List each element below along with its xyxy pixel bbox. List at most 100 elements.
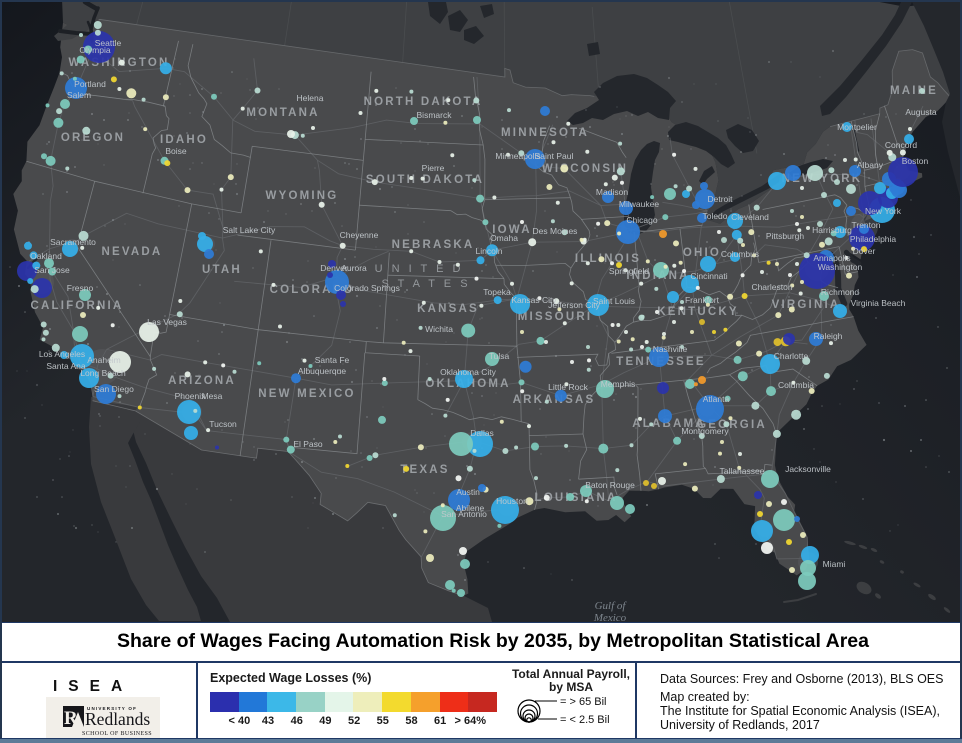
- svg-text:Virginia Beach: Virginia Beach: [851, 298, 906, 308]
- svg-text:NORTH DAKOTA: NORTH DAKOTA: [364, 96, 483, 108]
- svg-text:Augusta: Augusta: [905, 107, 936, 117]
- svg-text:CALIFORNIA: CALIFORNIA: [31, 300, 124, 312]
- svg-text:El Paso: El Paso: [293, 439, 323, 449]
- svg-text:= > 65 Bil: = > 65 Bil: [560, 696, 606, 708]
- svg-text:Charleston: Charleston: [751, 282, 792, 292]
- svg-text:Toledo: Toledo: [702, 211, 727, 221]
- svg-text:Topeka: Topeka: [483, 287, 511, 297]
- svg-text:Raleigh: Raleigh: [814, 331, 843, 341]
- svg-text:Madison: Madison: [596, 187, 628, 197]
- svg-text:VIRGINIA: VIRGINIA: [772, 299, 841, 311]
- svg-text:MINNESOTA: MINNESOTA: [501, 127, 589, 139]
- svg-text:MISSOURI: MISSOURI: [518, 311, 592, 323]
- svg-text:KENTUCKY: KENTUCKY: [657, 306, 739, 318]
- svg-text:Springfield: Springfield: [609, 266, 649, 276]
- svg-text:Olympia: Olympia: [79, 45, 110, 55]
- svg-text:Columbus: Columbus: [721, 249, 759, 259]
- svg-text:WISCONSIN: WISCONSIN: [542, 163, 628, 175]
- svg-text:Oakland: Oakland: [30, 251, 62, 261]
- svg-text:LOUISIANA: LOUISIANA: [534, 492, 617, 504]
- svg-text:Las Vegas: Las Vegas: [147, 317, 187, 327]
- svg-text:Salem: Salem: [67, 90, 91, 100]
- svg-text:Saint Louis: Saint Louis: [593, 296, 635, 306]
- svg-text:MAINE: MAINE: [890, 85, 938, 97]
- svg-text:NEW MEXICO: NEW MEXICO: [258, 388, 355, 400]
- svg-text:Phoenix: Phoenix: [175, 391, 206, 401]
- svg-text:Pittsburgh: Pittsburgh: [766, 231, 805, 241]
- svg-text:Philadelphia: Philadelphia: [850, 234, 897, 244]
- svg-text:Portland: Portland: [74, 79, 106, 89]
- svg-text:San Antonio: San Antonio: [441, 509, 487, 519]
- svg-text:Nashville: Nashville: [653, 344, 688, 354]
- svg-text:UTAH: UTAH: [202, 264, 242, 276]
- svg-text:Jacksonville: Jacksonville: [785, 464, 831, 474]
- svg-text:IDAHO: IDAHO: [160, 134, 208, 146]
- svg-text:Long Beach: Long Beach: [80, 368, 126, 378]
- svg-text:Sacramento: Sacramento: [50, 237, 96, 247]
- svg-text:Trenton: Trenton: [852, 220, 881, 230]
- svg-text:OHIO: OHIO: [683, 247, 721, 259]
- svg-text:SCHOOL OF BUSINESS: SCHOOL OF BUSINESS: [82, 731, 152, 737]
- svg-text:Abilene: Abilene: [456, 503, 485, 513]
- svg-text:Chicago: Chicago: [626, 215, 657, 225]
- svg-text:Mesa: Mesa: [202, 391, 223, 401]
- svg-text:San Jose: San Jose: [34, 265, 70, 275]
- svg-text:TEXAS: TEXAS: [400, 464, 449, 476]
- svg-text:Milwaukee: Milwaukee: [619, 199, 659, 209]
- svg-text:Salt Lake City: Salt Lake City: [223, 225, 276, 235]
- svg-text:Washington: Washington: [818, 262, 863, 272]
- svg-text:Bismarck: Bismarck: [417, 110, 453, 120]
- svg-text:New York: New York: [865, 206, 902, 216]
- svg-text:Cheyenne: Cheyenne: [340, 230, 379, 240]
- svg-text:Annapolis: Annapolis: [813, 253, 850, 263]
- svg-text:UNIVERSITY OF: UNIVERSITY OF: [87, 706, 137, 711]
- svg-text:NEBRASKA: NEBRASKA: [392, 239, 475, 251]
- svg-text:Austin: Austin: [456, 487, 480, 497]
- svg-text:Montpelier: Montpelier: [837, 122, 877, 132]
- svg-text:Colorado Springs: Colorado Springs: [334, 283, 400, 293]
- svg-text:Concord: Concord: [885, 140, 917, 150]
- svg-text:Little Rock: Little Rock: [548, 382, 588, 392]
- svg-text:Baton Rouge: Baton Rouge: [585, 480, 635, 490]
- svg-text:Gulf of: Gulf of: [595, 600, 628, 612]
- svg-text:Lincoln: Lincoln: [476, 246, 503, 256]
- svg-text:Mexico: Mexico: [593, 612, 627, 622]
- svg-text:= < 2.5 Bil: = < 2.5 Bil: [560, 714, 610, 726]
- svg-text:ARKANSAS: ARKANSAS: [513, 394, 596, 406]
- svg-text:San Diego: San Diego: [94, 384, 134, 394]
- svg-text:Columbia: Columbia: [778, 380, 814, 390]
- svg-text:Cleveland: Cleveland: [731, 212, 769, 222]
- svg-text:Los Angeles: Los Angeles: [39, 349, 85, 359]
- svg-text:Boise: Boise: [165, 146, 187, 156]
- svg-text:KANSAS: KANSAS: [417, 303, 479, 315]
- svg-text:ALABAMA: ALABAMA: [632, 418, 706, 430]
- svg-text:Tucson: Tucson: [209, 419, 237, 429]
- svg-text:Oklahoma City: Oklahoma City: [440, 367, 496, 377]
- svg-text:Montgomery: Montgomery: [681, 426, 729, 436]
- svg-text:Harrisburg: Harrisburg: [812, 225, 852, 235]
- svg-text:Frankfort: Frankfort: [685, 295, 720, 305]
- svg-text:Jefferson City: Jefferson City: [548, 300, 601, 310]
- svg-text:Miami: Miami: [823, 559, 846, 569]
- svg-text:Cincinnati: Cincinnati: [690, 271, 727, 281]
- svg-text:Richmond: Richmond: [821, 287, 860, 297]
- svg-text:SOUTH DAKOTA: SOUTH DAKOTA: [366, 174, 484, 186]
- svg-text:Albany: Albany: [857, 160, 884, 170]
- svg-text:Boston: Boston: [902, 156, 929, 166]
- svg-text:S T A T E S: S T A T E S: [381, 278, 470, 290]
- svg-text:Memphis: Memphis: [601, 379, 635, 389]
- svg-text:ARIZONA: ARIZONA: [168, 375, 236, 387]
- svg-text:U N I T E D: U N I T E D: [375, 263, 464, 275]
- svg-text:Des Moines: Des Moines: [533, 226, 578, 236]
- svg-text:Kansas City: Kansas City: [511, 295, 557, 305]
- svg-text:Pierre: Pierre: [422, 163, 445, 173]
- svg-text:Santa Fe: Santa Fe: [315, 355, 350, 365]
- svg-text:Albuquerque: Albuquerque: [298, 366, 346, 376]
- svg-text:Saint Paul: Saint Paul: [535, 151, 574, 161]
- svg-text:ILLINOIS: ILLINOIS: [575, 253, 641, 265]
- svg-text:NEVADA: NEVADA: [102, 246, 163, 258]
- svg-text:Fresno: Fresno: [67, 283, 94, 293]
- svg-text:Helena: Helena: [297, 93, 324, 103]
- svg-text:NEW YORK: NEW YORK: [782, 173, 863, 185]
- svg-text:OREGON: OREGON: [61, 132, 125, 144]
